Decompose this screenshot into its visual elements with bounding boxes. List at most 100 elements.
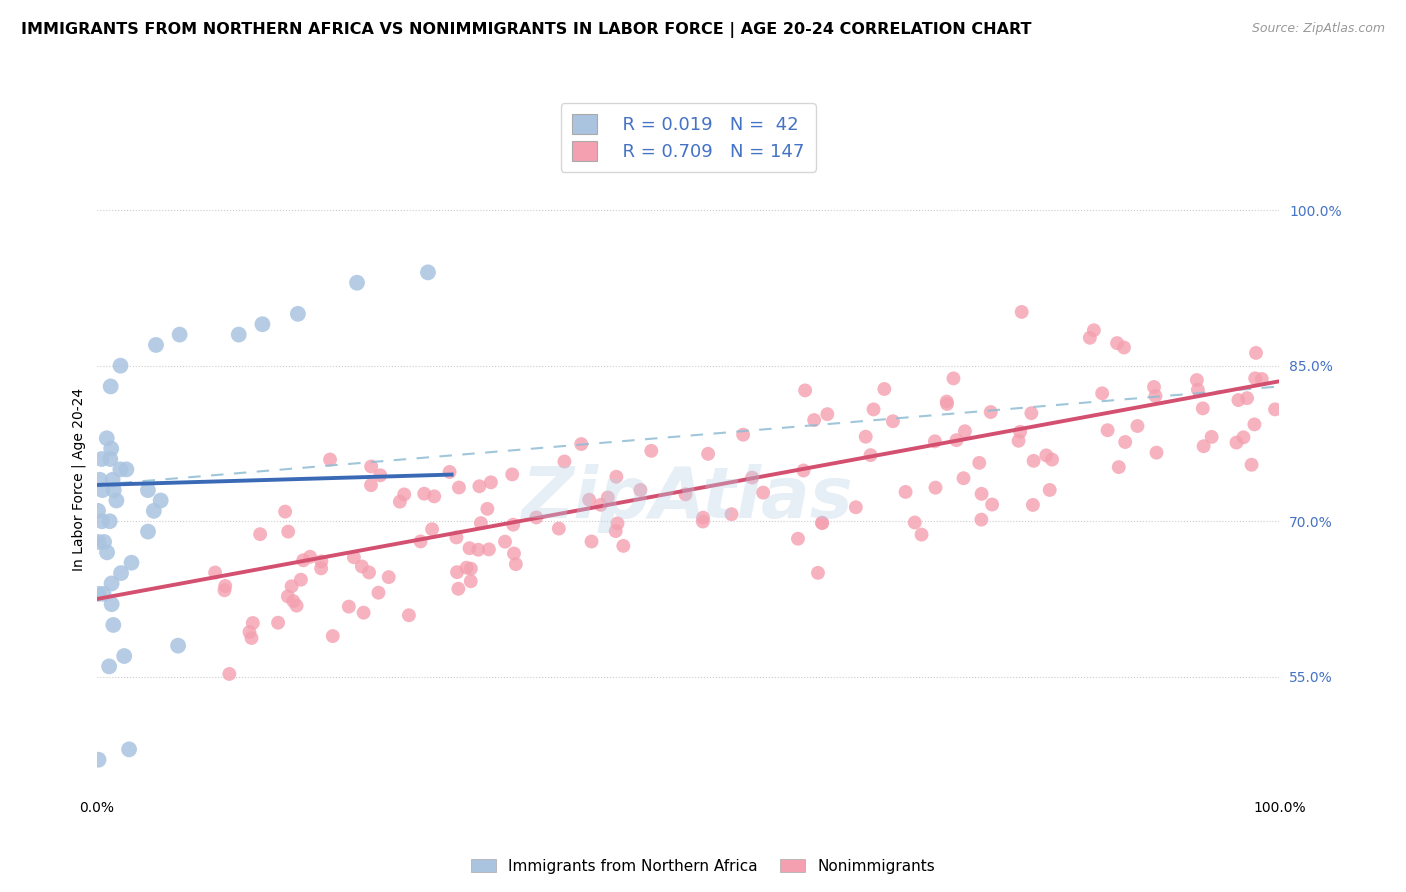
Point <box>346 276 368 290</box>
Point <box>115 462 138 476</box>
Point <box>1264 402 1286 417</box>
Point <box>505 557 527 571</box>
Point <box>439 465 461 479</box>
Point <box>1035 449 1057 463</box>
Point <box>606 516 628 531</box>
Point <box>277 590 299 604</box>
Point <box>494 534 516 549</box>
Point <box>502 517 524 532</box>
Point <box>252 317 274 331</box>
Point <box>218 667 240 681</box>
Point <box>1185 373 1208 387</box>
Point <box>388 494 411 508</box>
Point <box>1192 439 1215 453</box>
Point <box>945 433 967 447</box>
Point <box>692 515 714 529</box>
Point <box>1243 417 1265 432</box>
Point <box>981 498 1004 512</box>
Point <box>398 608 420 623</box>
Point <box>569 437 592 451</box>
Point <box>882 414 904 428</box>
Point <box>416 265 439 279</box>
Point <box>468 479 491 493</box>
Point <box>101 473 124 487</box>
Point <box>280 579 302 593</box>
Point <box>1108 460 1130 475</box>
Point <box>811 516 834 530</box>
Point <box>277 524 299 539</box>
Point <box>204 566 226 580</box>
Point <box>524 510 547 524</box>
Point <box>100 379 122 393</box>
Point <box>1107 336 1129 351</box>
Point <box>935 394 957 409</box>
Point <box>367 585 389 599</box>
Point <box>470 516 492 530</box>
Point <box>98 659 121 673</box>
Point <box>1143 380 1166 394</box>
Point <box>283 594 305 608</box>
Point <box>752 485 775 500</box>
Point <box>377 570 399 584</box>
Legend:   R = 0.019   N =  42,   R = 0.709   N = 147: R = 0.019 N = 42, R = 0.709 N = 147 <box>561 103 815 171</box>
Point <box>612 539 634 553</box>
Point <box>368 468 391 483</box>
Point <box>1227 393 1250 408</box>
Point <box>1040 452 1063 467</box>
Point <box>794 384 817 398</box>
Point <box>980 405 1002 419</box>
Point <box>1039 483 1062 497</box>
Point <box>1201 430 1223 444</box>
Point <box>873 382 896 396</box>
Point <box>581 534 603 549</box>
Point <box>553 454 575 468</box>
Point <box>98 452 121 467</box>
Point <box>100 597 122 611</box>
Point <box>100 442 122 456</box>
Point <box>1225 435 1247 450</box>
Point <box>214 579 236 593</box>
Point <box>547 522 569 536</box>
Point <box>110 462 132 476</box>
Point <box>420 522 443 536</box>
Point <box>89 473 111 487</box>
Point <box>357 566 380 580</box>
Point <box>169 327 191 342</box>
Point <box>1244 371 1267 385</box>
Point <box>924 434 946 449</box>
Point <box>249 527 271 541</box>
Point <box>242 615 264 630</box>
Point <box>167 639 190 653</box>
Point <box>1126 419 1149 434</box>
Point <box>697 447 720 461</box>
Point <box>145 338 167 352</box>
Point <box>477 501 499 516</box>
Point <box>290 573 312 587</box>
Point <box>93 587 115 601</box>
Point <box>240 631 263 645</box>
Point <box>337 599 360 614</box>
Point <box>87 535 110 549</box>
Point <box>103 618 125 632</box>
Point <box>845 500 868 515</box>
Point <box>96 431 118 445</box>
Point <box>1114 435 1136 450</box>
Point <box>360 478 382 492</box>
Point <box>605 524 627 538</box>
Point <box>1146 445 1168 459</box>
Point <box>90 452 112 467</box>
Point <box>98 514 121 528</box>
Point <box>460 574 482 589</box>
Point <box>1144 389 1167 403</box>
Point <box>1112 341 1135 355</box>
Point <box>118 742 141 756</box>
Point <box>460 562 482 576</box>
Point <box>501 467 523 482</box>
Point <box>446 565 468 579</box>
Point <box>894 484 917 499</box>
Point <box>1022 498 1045 512</box>
Point <box>447 481 470 495</box>
Point <box>1010 425 1032 439</box>
Point <box>596 491 619 505</box>
Point <box>855 430 877 444</box>
